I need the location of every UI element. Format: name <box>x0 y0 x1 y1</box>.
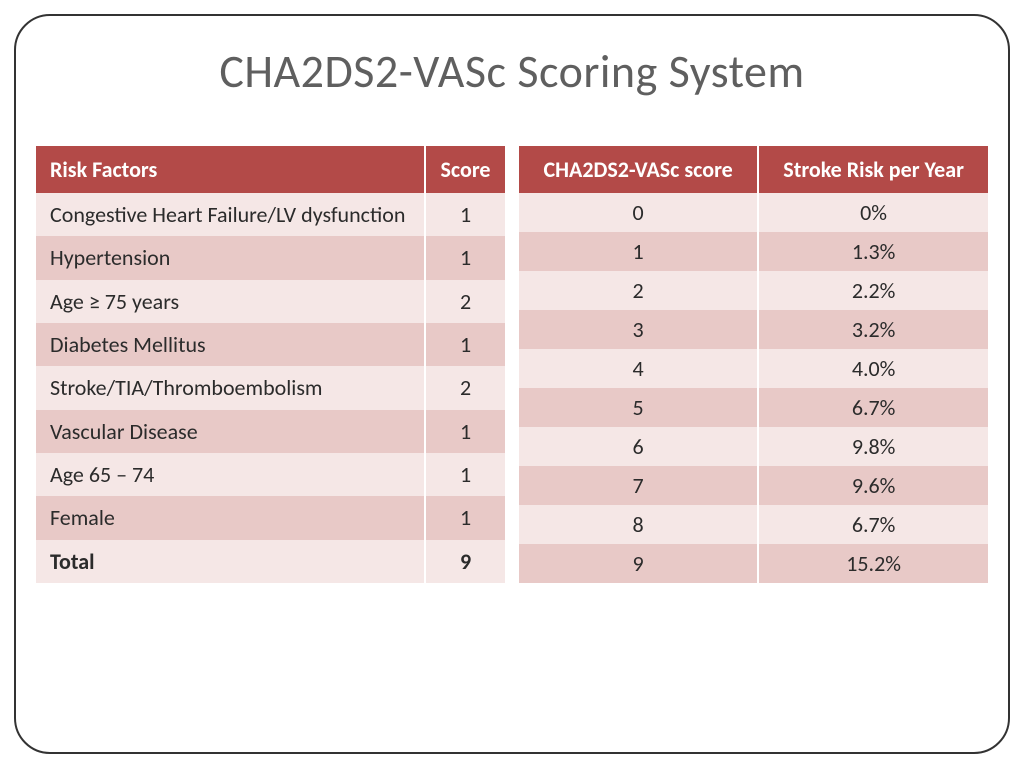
score-cell: 1 <box>425 496 505 539</box>
table-row: Congestive Heart Failure/LV dysfunction1 <box>36 193 505 236</box>
risk-factor-cell: Congestive Heart Failure/LV dysfunction <box>36 193 425 236</box>
table-row: 69.8% <box>519 427 988 466</box>
risk-factor-cell: Age ≥ 75 years <box>36 280 425 323</box>
score-cell: 1 <box>425 236 505 279</box>
stroke-risk-cell: 6.7% <box>758 388 988 427</box>
table-row: Female1 <box>36 496 505 539</box>
vasc-score-cell: 7 <box>519 466 758 505</box>
vasc-score-cell: 0 <box>519 193 758 232</box>
table-row: 56.7% <box>519 388 988 427</box>
risk-factor-cell: Hypertension <box>36 236 425 279</box>
stroke-risk-cell: 4.0% <box>758 349 988 388</box>
vasc-score-cell: 5 <box>519 388 758 427</box>
stroke-risk-table: CHA2DS2-VASc score Stroke Risk per Year … <box>519 146 988 583</box>
vasc-score-cell: 9 <box>519 544 758 583</box>
stroke-risk-cell: 2.2% <box>758 271 988 310</box>
col-header-vasc-score: CHA2DS2-VASc score <box>519 146 758 193</box>
total-row: Total9 <box>36 540 505 583</box>
vasc-score-cell: 4 <box>519 349 758 388</box>
score-cell: 2 <box>425 280 505 323</box>
table-row: 44.0% <box>519 349 988 388</box>
score-cell: 1 <box>425 453 505 496</box>
risk-factor-cell: Age 65 – 74 <box>36 453 425 496</box>
table-row: 11.3% <box>519 232 988 271</box>
score-cell: 2 <box>425 366 505 409</box>
table-row: Vascular Disease1 <box>36 410 505 453</box>
stroke-risk-cell: 0% <box>758 193 988 232</box>
table-row: 00% <box>519 193 988 232</box>
table-row: Age ≥ 75 years2 <box>36 280 505 323</box>
stroke-risk-cell: 9.8% <box>758 427 988 466</box>
page-title: CHA2DS2-VASc Scoring System <box>0 44 1024 100</box>
score-cell: 1 <box>425 410 505 453</box>
col-header-stroke-risk: Stroke Risk per Year <box>758 146 988 193</box>
vasc-score-cell: 2 <box>519 271 758 310</box>
stroke-risk-cell: 6.7% <box>758 505 988 544</box>
stroke-risk-cell: 15.2% <box>758 544 988 583</box>
risk-factor-cell: Stroke/TIA/Thromboembolism <box>36 366 425 409</box>
col-header-score: Score <box>425 146 505 193</box>
stroke-risk-cell: 1.3% <box>758 232 988 271</box>
table-row: Stroke/TIA/Thromboembolism2 <box>36 366 505 409</box>
vasc-score-cell: 1 <box>519 232 758 271</box>
table-row: Hypertension1 <box>36 236 505 279</box>
table-row: Age 65 – 741 <box>36 453 505 496</box>
vasc-score-cell: 6 <box>519 427 758 466</box>
risk-factor-cell: Vascular Disease <box>36 410 425 453</box>
table-row: 86.7% <box>519 505 988 544</box>
col-header-risk-factors: Risk Factors <box>36 146 425 193</box>
table-row: 22.2% <box>519 271 988 310</box>
vasc-score-cell: 3 <box>519 310 758 349</box>
stroke-risk-cell: 9.6% <box>758 466 988 505</box>
total-label-cell: Total <box>36 540 425 583</box>
table-row: 79.6% <box>519 466 988 505</box>
table-row: 915.2% <box>519 544 988 583</box>
risk-factor-cell: Female <box>36 496 425 539</box>
stroke-risk-cell: 3.2% <box>758 310 988 349</box>
table-row: Diabetes Mellitus1 <box>36 323 505 366</box>
score-cell: 1 <box>425 193 505 236</box>
total-value-cell: 9 <box>425 540 505 583</box>
vasc-score-cell: 8 <box>519 505 758 544</box>
risk-factor-cell: Diabetes Mellitus <box>36 323 425 366</box>
risk-factors-table: Risk Factors Score Congestive Heart Fail… <box>36 146 505 583</box>
score-cell: 1 <box>425 323 505 366</box>
tables-container: Risk Factors Score Congestive Heart Fail… <box>36 146 988 583</box>
table-row: 33.2% <box>519 310 988 349</box>
